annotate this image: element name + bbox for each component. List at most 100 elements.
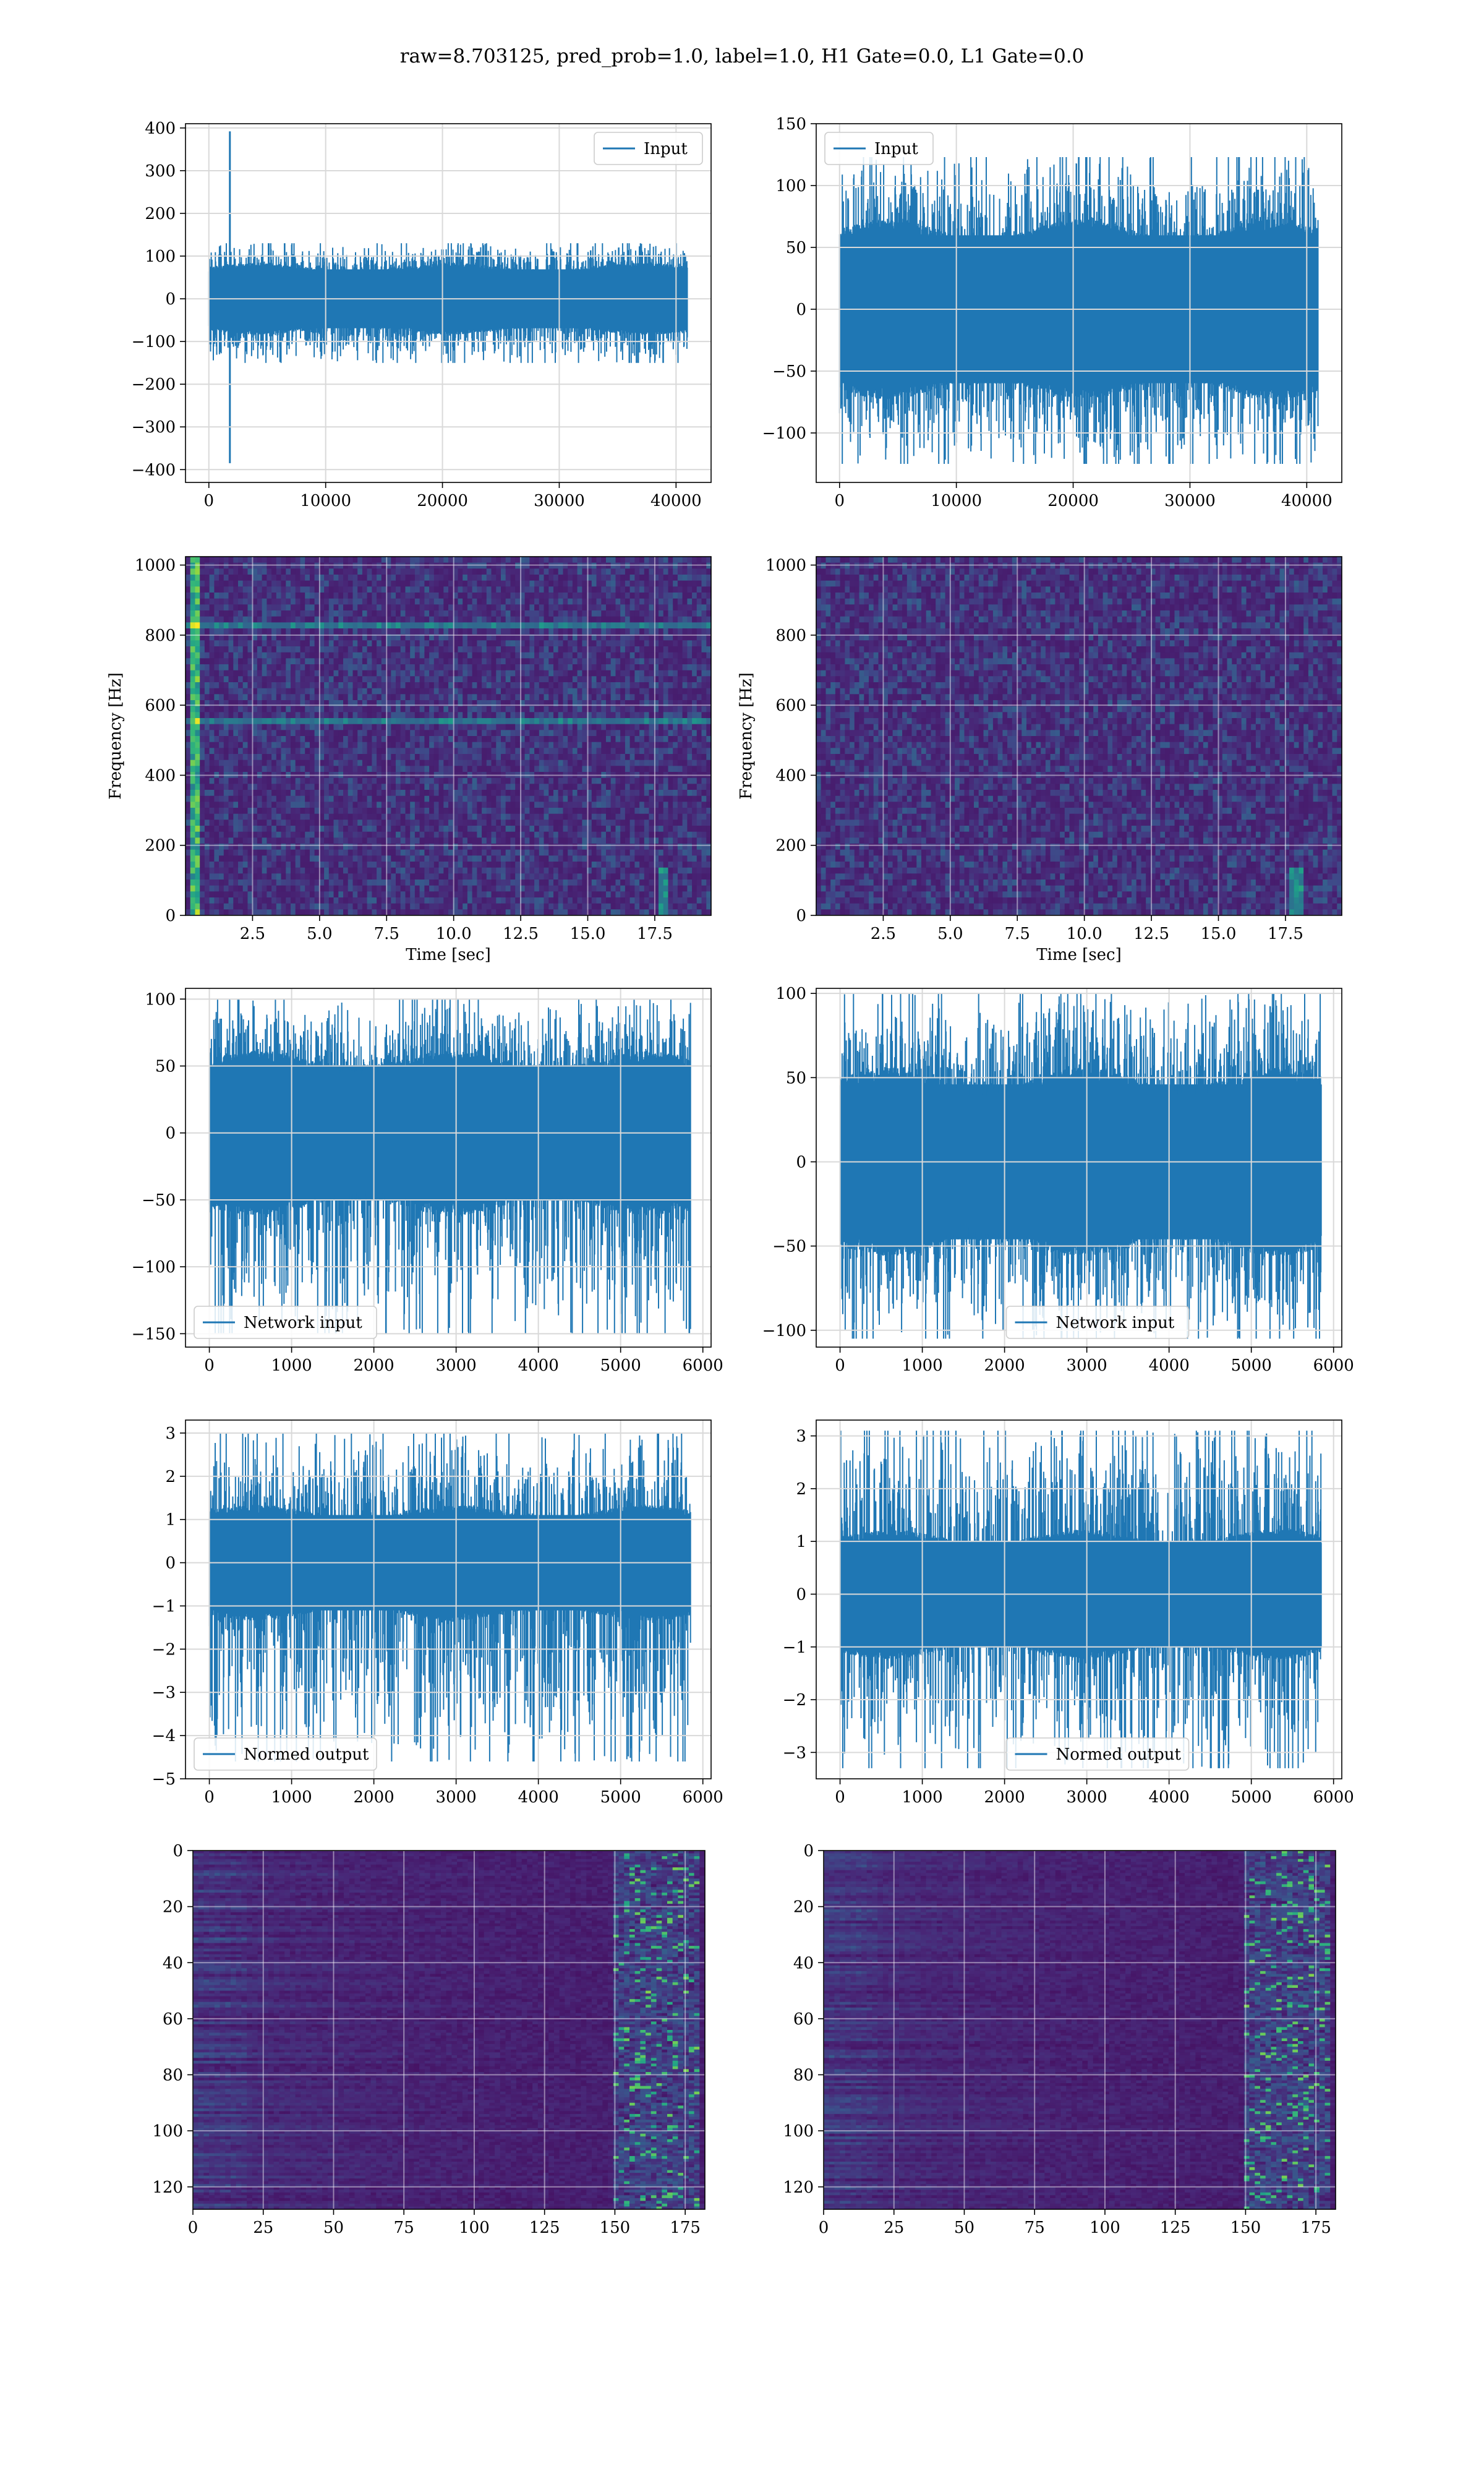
x-tick-label: 0 <box>204 492 215 510</box>
y-tick-label: −1 <box>783 1638 806 1657</box>
y-tick-label: 3 <box>796 1427 806 1446</box>
x-tick-label: 0 <box>188 2219 198 2237</box>
y-tick-label: 0 <box>796 1153 806 1171</box>
x-tick-label: 30000 <box>534 492 585 510</box>
y-tick-label: 40 <box>163 1954 183 1972</box>
x-tick-label: 10.0 <box>1067 925 1102 943</box>
axes-frame <box>185 988 712 1348</box>
y-tick-label: 800 <box>145 627 176 645</box>
y-tick-label: 200 <box>775 837 806 855</box>
y-tick-label: 0 <box>796 301 806 319</box>
x-tick-label: 12.5 <box>1133 925 1169 943</box>
y-tick-label: 100 <box>775 985 806 1003</box>
y-axis-label: Frequency [Hz] <box>106 672 125 800</box>
x-tick-label: 6000 <box>683 1788 723 1807</box>
x-tick-label: 5000 <box>1231 1356 1272 1375</box>
chart-spectrogram-l1: 2.5 5.0 7.5 10.0 12.5 15.0 17.5 0 200 400 600 800 10… <box>737 556 1342 964</box>
figure-title: raw=8.703125, pred_prob=1.0, label=1.0, … <box>400 45 1085 67</box>
y-tick-label: 120 <box>783 2178 814 2197</box>
chart-normed-output-l1: 0 1000 2000 3000 4000 5000 6000 3 2 1 0 −1 −2 −3 Norme… <box>783 1419 1354 1807</box>
y-tick-label: 0 <box>173 1842 183 1860</box>
y-tick-label: −200 <box>132 375 176 394</box>
y-tick-label: 200 <box>145 837 176 855</box>
x-tick-label: 2000 <box>354 1788 394 1807</box>
axes-frame <box>816 123 1342 483</box>
y-tick-label: 100 <box>152 2122 183 2141</box>
axes-frame <box>816 556 1342 916</box>
x-tick-label: 175 <box>1300 2219 1331 2237</box>
x-tick-label: 100 <box>1090 2219 1120 2237</box>
x-tick-label: 2000 <box>354 1356 394 1375</box>
x-tick-label: 5.0 <box>307 925 332 943</box>
y-tick-label: −4 <box>152 1727 176 1745</box>
legend: Normed output <box>1005 1737 1190 1771</box>
signal-line <box>839 1431 1322 1768</box>
chart-normed-output-h1: 0 1000 2000 3000 4000 5000 6000 3 2 1 0 −1 −2 −3 −4 −5 N… <box>152 1419 723 1807</box>
y-tick-label: 0 <box>803 1842 814 1860</box>
signal-line <box>839 993 1322 1339</box>
signal-line <box>208 1433 691 1761</box>
legend-box <box>594 132 703 165</box>
x-tick-label: 7.5 <box>374 925 399 943</box>
x-tick-label: 10000 <box>300 492 351 510</box>
legend-box <box>194 1306 377 1339</box>
legend-label: Normed output <box>1056 1745 1182 1764</box>
y-tick-label: 400 <box>775 766 806 785</box>
y-tick-label: 0 <box>165 290 176 309</box>
legend-label: Input <box>874 140 918 158</box>
x-tick-label: 3000 <box>436 1788 477 1807</box>
plot-area <box>186 1420 711 1779</box>
y-tick-label: −50 <box>772 1238 806 1256</box>
y-tick-label: 600 <box>145 696 176 715</box>
axes-frame <box>185 1419 712 1779</box>
legend: Network input <box>194 1306 377 1339</box>
x-tick-label: 4000 <box>518 1356 559 1375</box>
x-axis-label: Time [sec] <box>406 946 491 964</box>
y-tick-label: 0 <box>796 1585 806 1604</box>
y-tick-label: 20 <box>163 1898 183 1917</box>
axes-frame <box>185 556 712 916</box>
y-tick-label: −2 <box>783 1691 806 1710</box>
signal-line <box>208 243 688 363</box>
y-tick-label: −3 <box>152 1684 176 1702</box>
y-tick-label: 1 <box>165 1511 176 1530</box>
y-tick-label: 60 <box>163 2010 183 2029</box>
y-tick-label: −300 <box>132 418 176 437</box>
legend-box <box>194 1737 377 1771</box>
y-tick-label: 80 <box>793 2066 814 2085</box>
y-tick-label: 100 <box>145 247 176 266</box>
y-tick-label: −50 <box>142 1191 176 1210</box>
y-tick-label: −50 <box>772 362 806 381</box>
y-tick-label: −400 <box>132 461 176 479</box>
x-tick-label: 5000 <box>600 1788 641 1807</box>
x-tick-label: 0 <box>835 492 845 510</box>
plot-area <box>824 1851 1336 2209</box>
y-tick-label: 0 <box>165 1124 176 1143</box>
plot-area <box>816 1420 1342 1779</box>
y-tick-label: 300 <box>145 162 176 181</box>
y-tick-label: 600 <box>775 696 806 715</box>
x-tick-label: 5000 <box>600 1356 641 1375</box>
x-tick-label: 10000 <box>931 492 982 510</box>
x-tick-label: 7.5 <box>1005 925 1030 943</box>
x-tick-label: 17.5 <box>1268 925 1303 943</box>
legend-box <box>824 132 934 165</box>
x-tick-label: 50 <box>954 2219 974 2237</box>
y-tick-label: 2 <box>165 1468 176 1486</box>
axes-frame <box>816 988 1342 1348</box>
y-tick-label: 200 <box>145 205 176 223</box>
x-tick-label: 125 <box>1160 2219 1191 2237</box>
y-tick-label: 1000 <box>765 557 806 575</box>
y-tick-label: 2 <box>796 1480 806 1499</box>
x-tick-label: 25 <box>884 2219 904 2237</box>
y-tick-label: −100 <box>762 1322 806 1340</box>
x-tick-label: 6000 <box>683 1356 723 1375</box>
y-tick-label: 400 <box>145 119 176 138</box>
chart-network-input-h1: 0 1000 2000 3000 4000 5000 6000 100 50 0 −50 −100 −1… <box>132 988 723 1375</box>
x-tick-label: 12.5 <box>503 925 539 943</box>
plot-area <box>816 988 1342 1347</box>
legend: Input <box>594 132 703 165</box>
legend-label: Network input <box>1056 1314 1175 1332</box>
legend-box <box>1005 1737 1190 1771</box>
x-axis-label: Time [sec] <box>1036 946 1122 964</box>
